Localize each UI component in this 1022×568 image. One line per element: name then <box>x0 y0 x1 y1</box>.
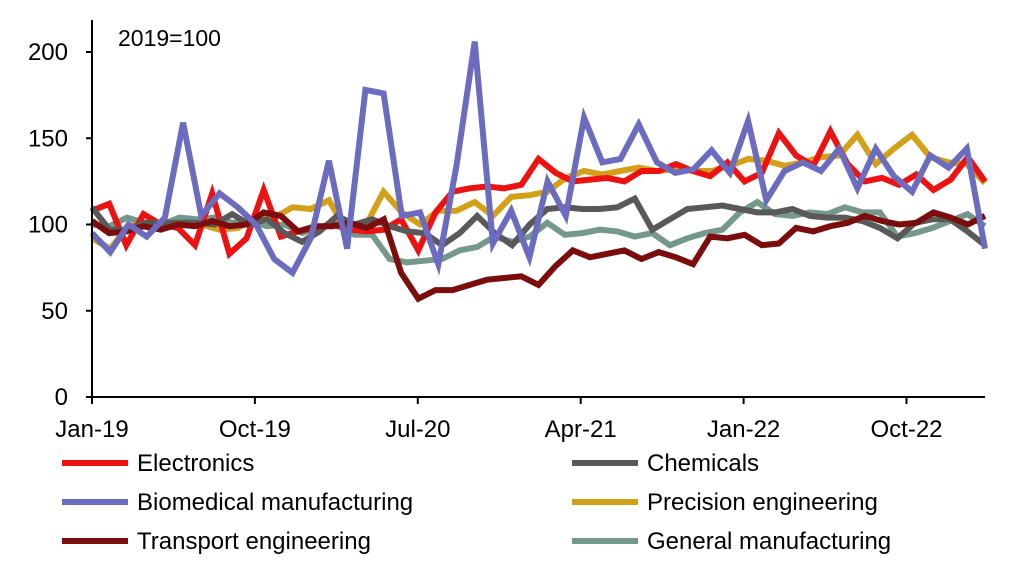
legend-label: Electronics <box>137 450 254 477</box>
y-tick-label: 50 <box>41 298 68 325</box>
y-tick-label: 150 <box>28 125 68 152</box>
y-tick-label: 0 <box>55 384 68 411</box>
y-tick-label: 100 <box>28 212 68 239</box>
legend-label: General manufacturing <box>647 528 891 555</box>
legend-item: Transport engineering <box>62 528 371 555</box>
x-tick-label: Jan-19 <box>55 416 128 443</box>
legend-label: Chemicals <box>647 450 759 477</box>
legend-label: Precision engineering <box>647 489 878 516</box>
x-tick-label: Oct-19 <box>219 416 291 443</box>
x-tick-label: Oct-22 <box>870 416 942 443</box>
plot-area <box>89 41 988 303</box>
legend-item: General manufacturing <box>572 528 891 555</box>
x-tick-label: Jan-22 <box>707 416 780 443</box>
y-axis: 0 50 100 150 200 <box>28 20 93 411</box>
legend-item: Precision engineering <box>572 489 878 516</box>
chart-annotation: 2019=100 <box>118 25 221 51</box>
legend-item: Chemicals <box>572 450 759 477</box>
y-tick-label: 200 <box>28 39 68 66</box>
legend-label: Transport engineering <box>137 528 371 555</box>
series-line-transport-engineering <box>90 209 987 303</box>
series-line-electronics <box>90 124 988 260</box>
legend: Electronics Chemicals Biomedical manufactu… <box>62 450 891 555</box>
legend-item: Electronics <box>62 450 254 477</box>
x-tick-label: Jul-20 <box>385 416 450 443</box>
x-tick-label: Apr-21 <box>545 416 617 443</box>
x-axis: Jan-19 Oct-19 Jul-20 Apr-21 Jan-22 Oct-22 <box>55 396 985 443</box>
legend-item: Biomedical manufacturing <box>62 489 413 516</box>
series-line-biomedical-manufacturing <box>89 41 988 278</box>
legend-label: Biomedical manufacturing <box>137 489 413 516</box>
